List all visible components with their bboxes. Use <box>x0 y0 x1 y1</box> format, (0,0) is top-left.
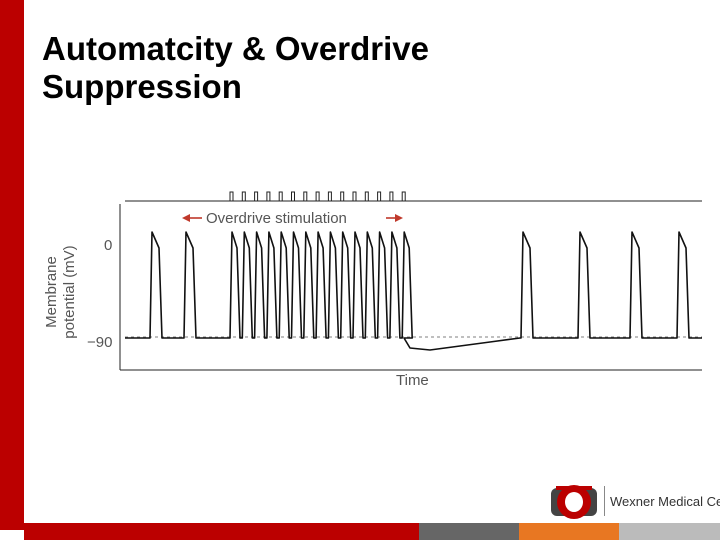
slide-accent-bar <box>0 0 24 530</box>
wexner-logo: Wexner Medical Center <box>548 480 720 522</box>
stimulus-pulse <box>241 191 246 201</box>
footer-color-bar <box>24 523 720 540</box>
stimulus-arrow <box>182 214 403 222</box>
y-axis-label-line2: potential (mV) <box>61 245 78 338</box>
stimulus-pulse <box>291 191 295 201</box>
stimulus-label: Overdrive stimulation <box>206 210 347 227</box>
stimulus-pulse <box>389 191 394 201</box>
stimulus-pulse <box>266 191 271 201</box>
x-axis-label: Time <box>396 372 429 389</box>
stimulus-pulses <box>229 191 406 201</box>
stimulus-pulse <box>327 191 332 201</box>
footer-bar-gray <box>419 523 519 540</box>
y-tick-minus-90: −90 <box>87 334 112 351</box>
stimulus-pulse <box>278 191 283 201</box>
y-tick-0: 0 <box>104 237 112 254</box>
y-axis-label-line1: Membrane <box>43 256 60 328</box>
footer-bar-orange <box>519 523 619 540</box>
logo-divider <box>604 486 605 516</box>
stimulus-pulse <box>352 191 357 201</box>
action-potential-diagram: Overdrive stimulation 0 −90 Membrane pot… <box>43 191 702 389</box>
stimulus-pulse <box>229 191 234 201</box>
stimulus-pulse <box>254 191 259 201</box>
logo-text: Wexner Medical Center <box>610 494 720 509</box>
stimulus-pulse <box>340 191 345 201</box>
stimulus-pulse <box>303 191 308 201</box>
stimulus-pulse <box>315 191 320 201</box>
footer-bar-red <box>24 523 419 540</box>
slide-title: Automatcity & Overdrive Suppression <box>42 30 429 105</box>
action-potential-trace <box>125 231 702 351</box>
footer-bar-light <box>619 523 720 540</box>
block-o-logo-icon <box>551 485 597 519</box>
stimulus-pulse <box>401 191 406 201</box>
stimulus-pulse <box>364 191 369 201</box>
stimulus-pulse <box>377 191 382 201</box>
